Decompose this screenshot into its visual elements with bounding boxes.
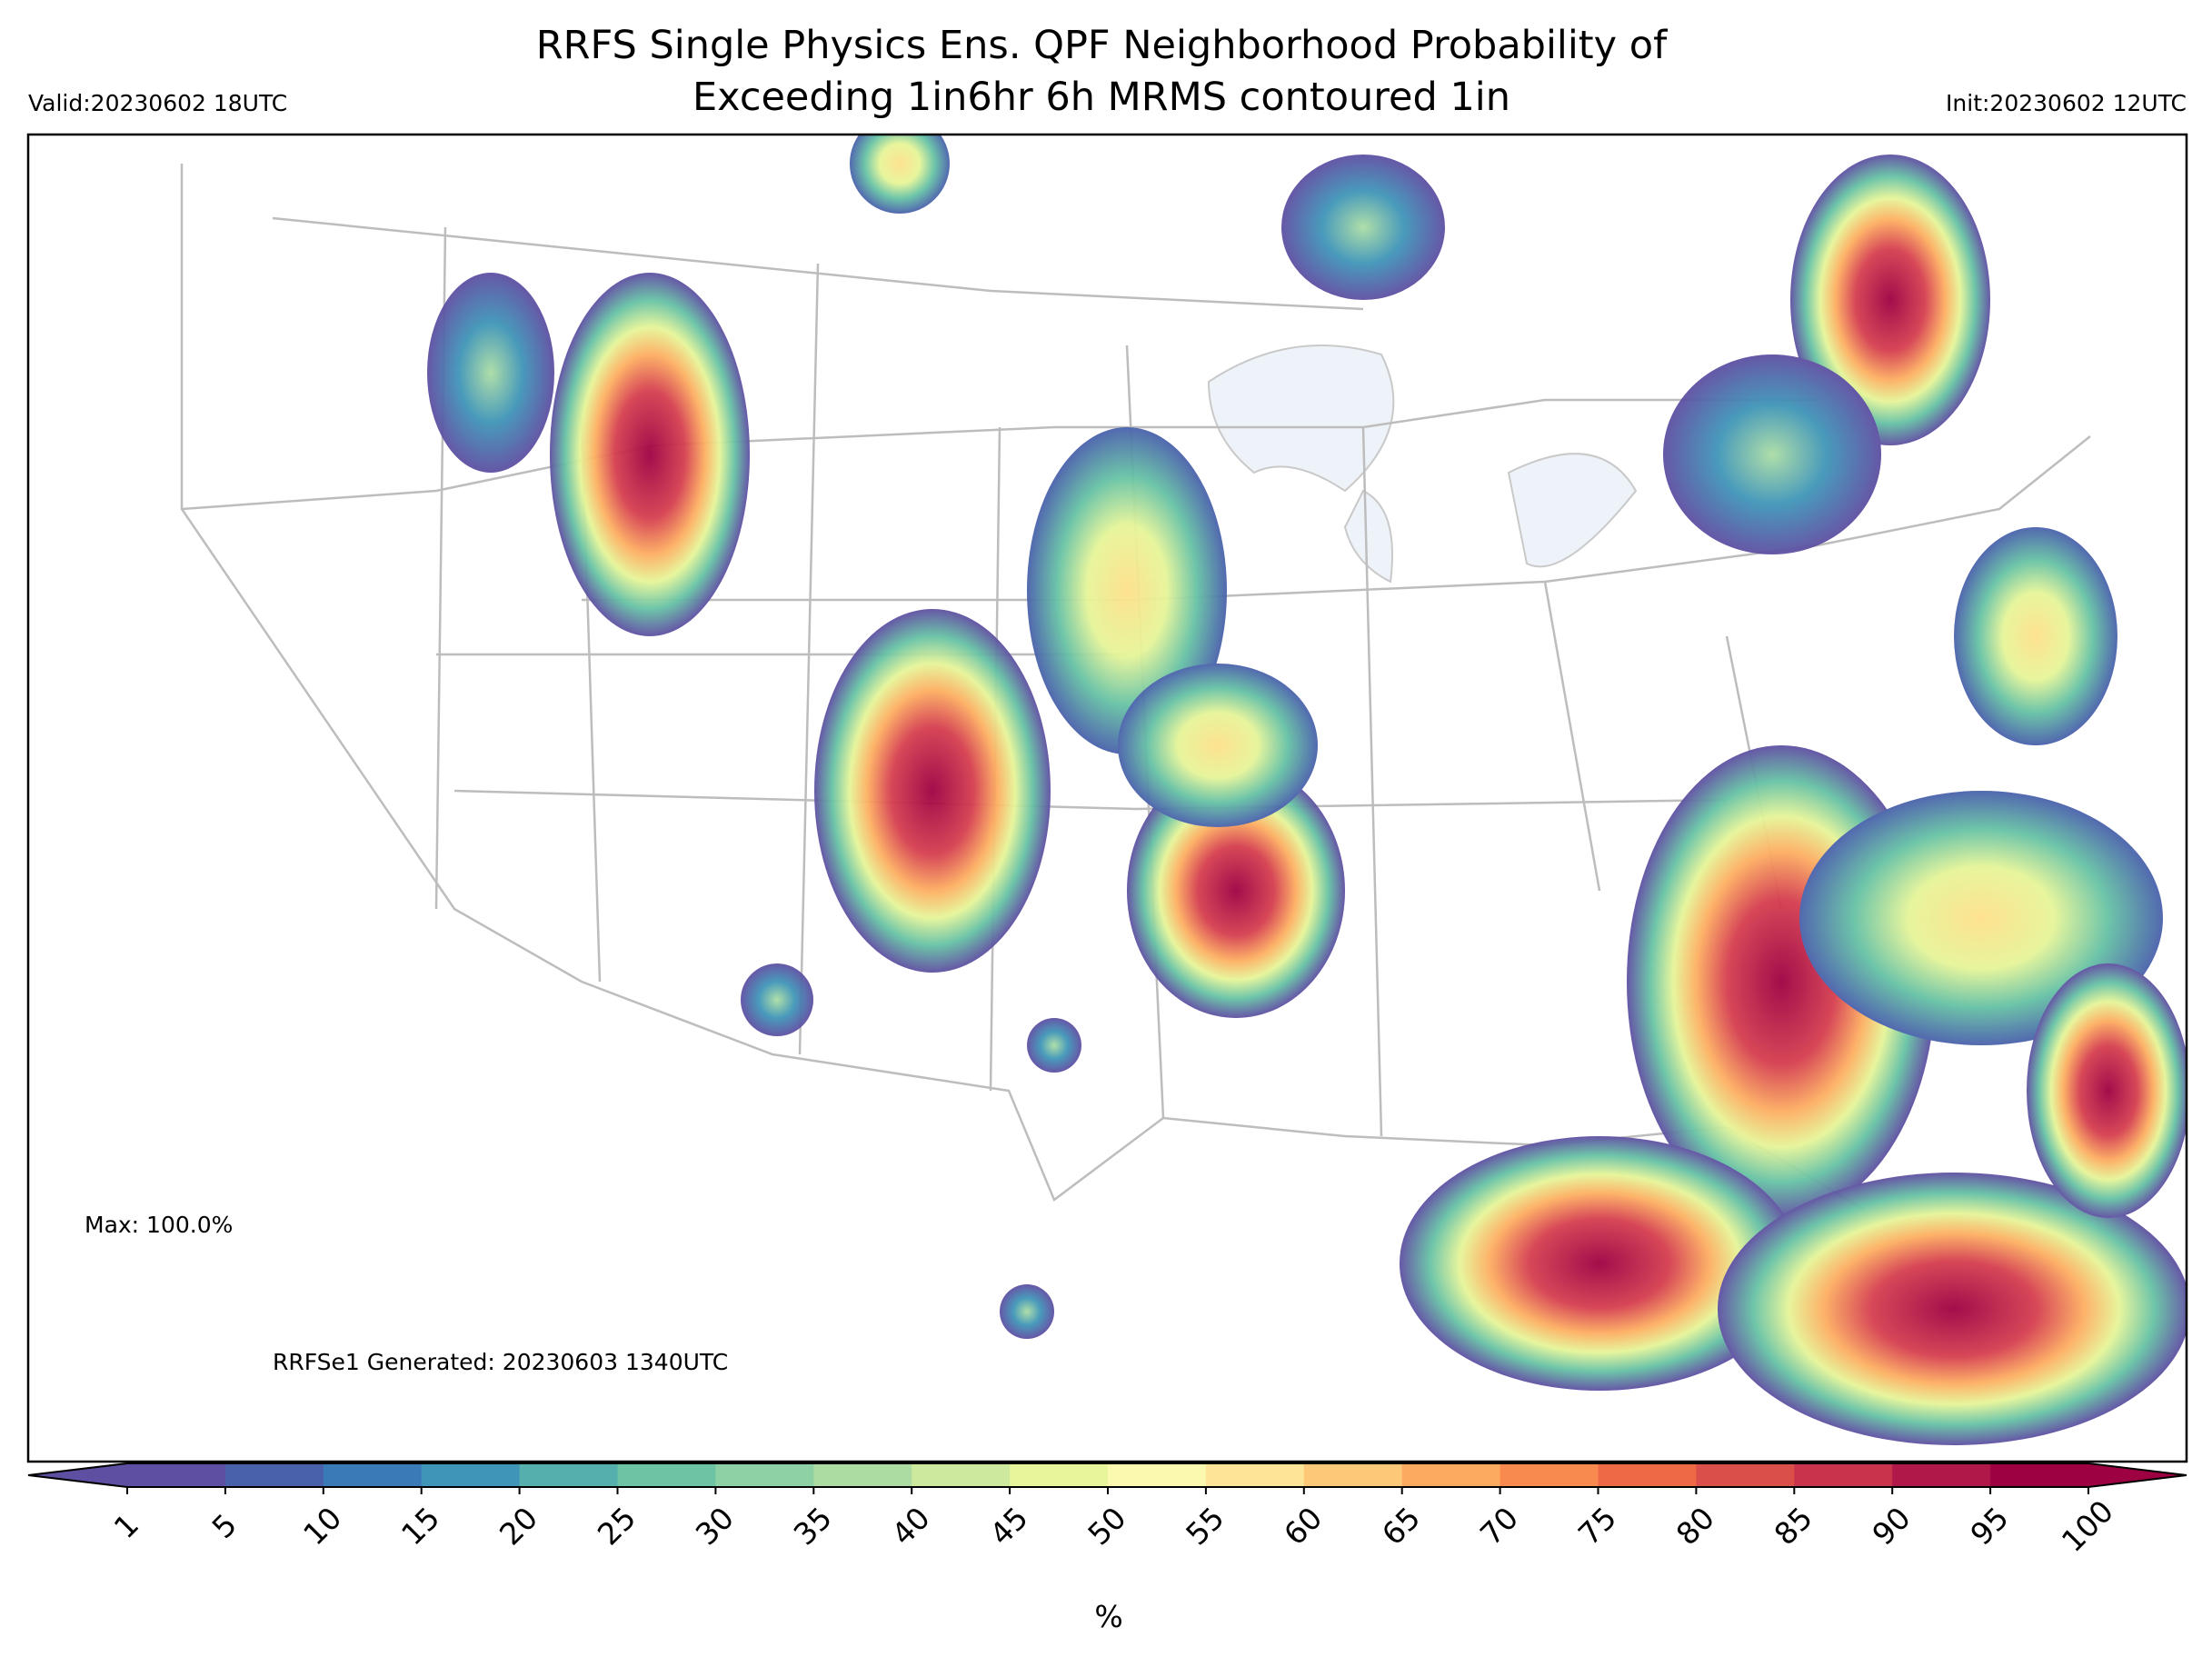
- colorbar-segment: [617, 1463, 716, 1487]
- colorbar-tick-label: 70: [1473, 1500, 1525, 1552]
- map: Max: 100.0% RRFSe1 Generated: 20230603 1…: [28, 135, 2187, 1462]
- colorbar-tick-label: 35: [787, 1500, 839, 1552]
- colorbar-segment: [1303, 1463, 1403, 1487]
- probability-area: [850, 135, 950, 214]
- probability-area: [1400, 1136, 1799, 1391]
- probability-area: [1027, 1018, 1081, 1073]
- generated-label: RRFSe1 Generated: 20230603 1340UTC: [273, 1349, 728, 1375]
- probability-area: [741, 963, 813, 1036]
- colorbar-tick-label: 30: [689, 1500, 741, 1552]
- colorbar-tick-label: 25: [591, 1500, 643, 1552]
- colorbar-tick-label: 55: [1179, 1500, 1231, 1552]
- map-frame: [26, 133, 2188, 1463]
- colorbar-segment: [1794, 1463, 1893, 1487]
- colorbar-tick-label: 85: [1768, 1500, 1819, 1552]
- colorbar-tick-label: 65: [1375, 1500, 1427, 1552]
- colorbar-tick-label: 1: [107, 1507, 145, 1545]
- colorbar-unit: %: [1094, 1599, 1122, 1634]
- title-line-1: RRFS Single Physics Ens. QPF Neighborhoo…: [536, 23, 1668, 68]
- probability-area: [1954, 527, 2117, 745]
- colorbar-tick-label: 40: [885, 1500, 937, 1552]
- colorbar-segment: [1010, 1463, 1109, 1487]
- colorbar-segment: [1696, 1463, 1795, 1487]
- probability-area: [2027, 963, 2187, 1218]
- state-borders: [180, 164, 2091, 1211]
- probability-area: [1118, 664, 1318, 827]
- colorbar-tick-label: 95: [1963, 1500, 2015, 1552]
- colorbar-tick-label: 75: [1571, 1500, 1623, 1552]
- colorbar-segment: [1598, 1463, 1697, 1487]
- colorbar-segment: [519, 1463, 618, 1487]
- colorbar-segment: [1990, 1463, 2089, 1487]
- colorbar-tick-label: 100: [2055, 1493, 2120, 1559]
- probability-area: [1718, 1173, 2187, 1445]
- colorbar-segment: [127, 1463, 226, 1487]
- colorbar-segment: [323, 1463, 423, 1487]
- colorbar-segment: [1108, 1463, 1207, 1487]
- colorbar-segment: [421, 1463, 521, 1487]
- probability-area: [1790, 155, 1990, 445]
- probability-area: [1281, 155, 1445, 300]
- colorbar-segment: [1892, 1463, 1991, 1487]
- colorbar-segment: [912, 1463, 1011, 1487]
- colorbar-tick-label: 45: [982, 1500, 1034, 1552]
- probability-area: [814, 609, 1051, 973]
- colorbar-segment: [224, 1463, 324, 1487]
- colorbar-segment: [1500, 1463, 1599, 1487]
- probability-areas: [427, 135, 2187, 1445]
- colorbar-under: [28, 1463, 127, 1487]
- max-label: Max: 100.0%: [85, 1212, 233, 1238]
- colorbar-segment: [1205, 1463, 1305, 1487]
- title-line-2: Exceeding 1in6hr 6h MRMS contoured 1in: [692, 75, 1510, 120]
- colorbar-tick-label: 90: [1866, 1500, 1918, 1552]
- colorbar-tick-label: 60: [1277, 1500, 1329, 1552]
- valid-time: Valid:20230602 18UTC: [28, 90, 287, 116]
- colorbar-tick-label: 15: [394, 1500, 446, 1552]
- great-lakes: [1207, 344, 1638, 584]
- probability-area: [1127, 764, 1345, 1018]
- init-time: Init:20230602 12UTC: [1946, 90, 2187, 116]
- colorbar-over: [2088, 1463, 2187, 1487]
- probability-area: [427, 273, 554, 473]
- colorbar-tick-label: 80: [1669, 1500, 1721, 1552]
- colorbar-tick-label: 50: [1081, 1500, 1132, 1552]
- colorbar-tick-label: 10: [296, 1500, 348, 1552]
- probability-area: [550, 273, 750, 636]
- colorbar-tick-label: 20: [493, 1500, 544, 1552]
- colorbar-tick-label: 5: [205, 1507, 244, 1545]
- colorbar-segment: [1401, 1463, 1501, 1487]
- colorbar: 1 5 10 15 20 25 30 35 40 45 50 55 60 65 70 75 80 85 90 95 10…: [27, 1462, 2187, 1559]
- colorbar-segment: [715, 1463, 814, 1487]
- colorbar-segment: [813, 1463, 912, 1487]
- probability-area: [1000, 1284, 1054, 1339]
- probability-area: [1663, 354, 1881, 554]
